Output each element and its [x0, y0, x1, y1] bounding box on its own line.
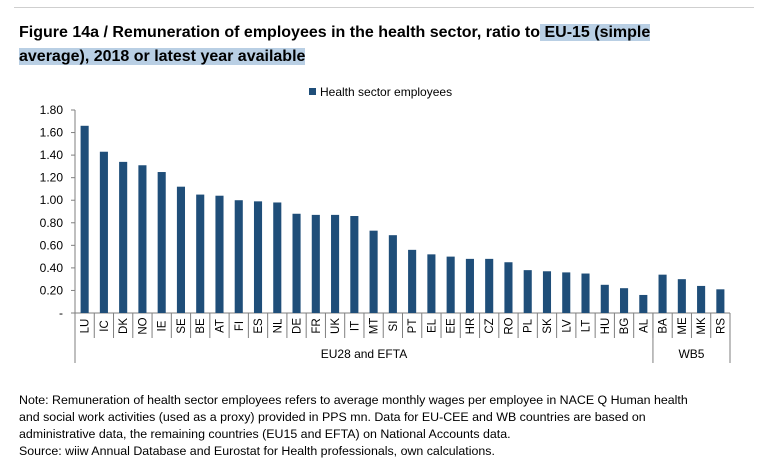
bar: [253, 201, 263, 313]
x-tick-label: DK: [118, 318, 130, 334]
legend-label: Health sector employees: [320, 85, 452, 99]
x-tick-label: HU: [600, 318, 612, 335]
bar: [331, 214, 340, 313]
x-tick-label: PT: [407, 319, 419, 334]
bar: [465, 258, 474, 313]
bar: [99, 151, 108, 313]
bar: [619, 288, 629, 313]
y-tick-label: 1.00: [40, 193, 64, 207]
x-tick-label: BA: [658, 318, 670, 334]
bar: [176, 186, 186, 313]
bar: [677, 279, 686, 313]
x-tick-label: MT: [369, 318, 381, 335]
x-tick-label: AT: [214, 319, 226, 333]
bar: [119, 161, 128, 313]
bar: [80, 125, 89, 314]
x-tick-label: IE: [157, 320, 169, 331]
bar: [697, 285, 706, 313]
x-tick-label: MK: [696, 317, 708, 335]
x-tick-label: UK: [330, 318, 342, 334]
bar: [581, 273, 590, 313]
x-tick-label: FI: [234, 321, 246, 331]
figure-title: Figure 14a / Remuneration of employees i…: [19, 21, 719, 69]
bar: [388, 235, 397, 313]
x-tick-label: AL: [638, 318, 650, 333]
x-tick-label: BG: [619, 318, 631, 335]
bar: [716, 289, 725, 313]
x-tick-label: RO: [503, 317, 515, 334]
bar: [562, 272, 571, 313]
bar: [408, 249, 417, 313]
bar: [196, 194, 205, 313]
top-rule: [14, 7, 754, 8]
x-tick-label: SK: [542, 318, 554, 334]
bar: [292, 213, 301, 313]
y-tick-label: 0.40: [40, 261, 64, 275]
y-tick-label: 1.60: [40, 126, 64, 140]
source-line: Source: wiiw Annual Database and Eurosta…: [19, 444, 495, 458]
bar: [311, 214, 320, 313]
x-tick-label: DE: [292, 318, 304, 334]
bar: [138, 165, 147, 313]
x-tick-label: IC: [99, 320, 111, 332]
bar: [446, 256, 455, 313]
x-tick-label: HR: [465, 318, 477, 335]
group-label: EU28 and EFTA: [321, 347, 407, 361]
bar: [215, 195, 224, 313]
note-line-1: Note: Remuneration of health sector empl…: [19, 393, 688, 407]
x-tick-label: FR: [311, 318, 323, 333]
x-tick-label: IT: [349, 321, 361, 331]
x-tick-label: RS: [715, 318, 727, 334]
bar: [542, 271, 552, 313]
bar: [504, 262, 513, 313]
legend-swatch: [309, 88, 316, 95]
x-tick-label: EL: [426, 318, 438, 333]
x-tick-label: BE: [195, 318, 207, 334]
x-tick-label: SE: [176, 318, 188, 334]
bar: [523, 270, 532, 313]
x-tick-label: NO: [137, 317, 149, 334]
x-tick-label: ME: [677, 317, 689, 335]
y-tick-label: 1.80: [40, 103, 64, 117]
x-tick-label: SI: [388, 321, 400, 332]
x-tick-label: NL: [272, 318, 284, 333]
bar: [157, 172, 166, 313]
bar: [600, 284, 609, 313]
x-tick-label: LV: [561, 319, 573, 333]
bar-chart: Health sector employees - 0.20 0.40 0.60 0.80…: [40, 85, 731, 363]
bar: [639, 294, 648, 313]
x-tick-label: CZ: [484, 318, 496, 333]
y-tick-label: 0.80: [40, 216, 64, 230]
bar: [427, 254, 436, 313]
bar: [658, 274, 667, 313]
x-tick-label: LU: [80, 319, 92, 334]
x-tick-label: EE: [446, 318, 458, 334]
y-tick-label: 1.20: [40, 171, 64, 185]
x-tick-label: PL: [523, 318, 535, 333]
bar: [350, 216, 359, 313]
group-label: WB5: [678, 347, 704, 361]
bar: [485, 258, 494, 313]
x-tick-label: ES: [253, 318, 265, 334]
bar: [234, 200, 243, 313]
figure-title-main: Figure 14a / Remuneration of employees i…: [19, 24, 541, 41]
note-line-3: administrative data, the remaining count…: [19, 427, 511, 441]
x-tick-label: LT: [581, 320, 593, 333]
bar: [369, 230, 378, 313]
note-line-2: and social work activities (used as a pr…: [19, 410, 646, 424]
bar: [273, 202, 282, 313]
y-tick-label: 1.40: [40, 148, 64, 162]
y-tick-label: 0.20: [40, 283, 64, 297]
y-tick-label: -: [59, 306, 63, 320]
y-tick-label: 0.60: [40, 238, 64, 252]
figure-note: Note: Remuneration of health sector empl…: [19, 392, 759, 460]
